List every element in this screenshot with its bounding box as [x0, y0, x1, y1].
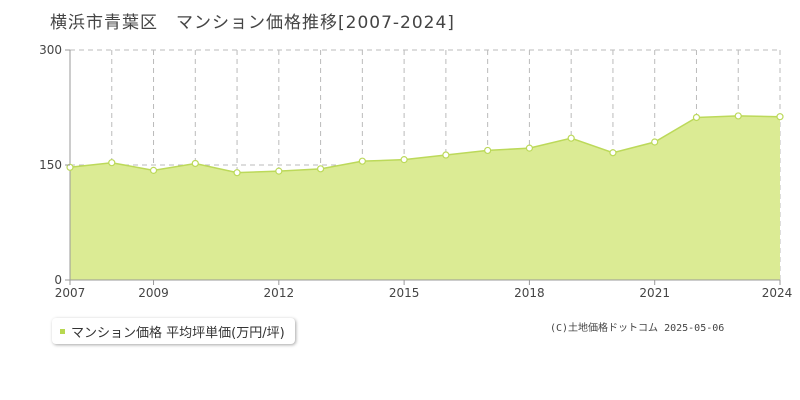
- x-tick-label: 2018: [514, 286, 545, 300]
- data-point: [525, 144, 534, 152]
- data-point: [358, 157, 366, 165]
- legend-marker-icon: [60, 328, 65, 334]
- x-tick-label: 2021: [639, 286, 670, 300]
- x-tick-label: 2012: [264, 286, 295, 300]
- data-point: [275, 167, 283, 175]
- data-point: [400, 156, 408, 164]
- data-point: [316, 165, 325, 173]
- data-point: [484, 146, 492, 155]
- data-points: [66, 112, 784, 177]
- y-axis-ticks: 0 150 300: [39, 43, 70, 287]
- legend: マンション価格 平均坪単価(万円/坪): [52, 318, 295, 344]
- data-point: [651, 138, 659, 146]
- x-tick-label: 2007: [55, 286, 86, 300]
- data-point: [442, 151, 450, 159]
- data-point: [776, 113, 784, 121]
- x-tick-label: 2024: [762, 286, 793, 300]
- x-tick-label: 2015: [389, 286, 420, 300]
- copyright-notice: (C)土地価格ドットコム 2025-05-06: [550, 323, 725, 334]
- data-point: [191, 159, 199, 168]
- price-area-fill: [70, 115, 780, 280]
- data-point: [692, 113, 701, 122]
- y-tick-label: 300: [39, 43, 62, 57]
- data-point: [734, 112, 742, 120]
- data-point: [233, 169, 241, 177]
- data-point: [108, 159, 116, 167]
- x-axis-ticks: 2007 2009 2012 2015 2018 2021 2024: [55, 280, 793, 300]
- y-tick-label: 0: [54, 273, 62, 287]
- x-tick-label: 2009: [138, 286, 169, 300]
- data-point: [149, 166, 158, 174]
- y-tick-label: 150: [39, 158, 62, 172]
- data-point: [567, 134, 575, 142]
- data-point: [609, 149, 617, 157]
- data-point: [66, 163, 74, 171]
- legend-label: マンション価格 平均坪単価(万円/坪): [71, 325, 285, 341]
- price-line: [69, 115, 781, 174]
- page-title: 横浜市青葉区 マンション価格推移[2007-2024]: [50, 13, 455, 33]
